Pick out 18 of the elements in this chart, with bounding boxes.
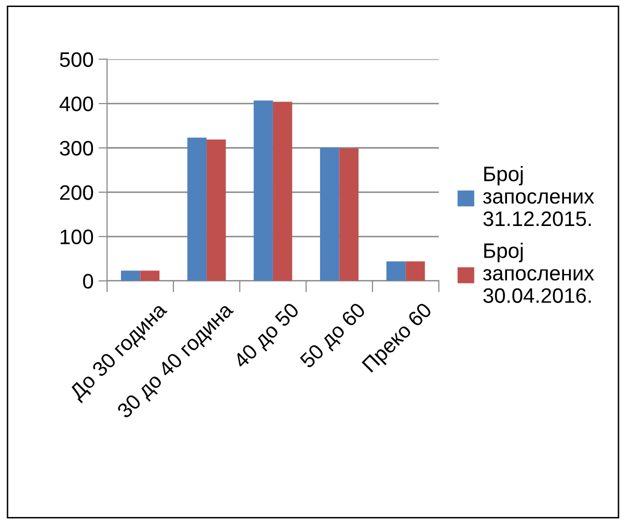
bar (254, 100, 273, 281)
bar (386, 261, 406, 281)
legend-label: Број запослених 30.04.2016. (483, 242, 594, 303)
legend-label: Број запослених 31.12.2015. (483, 166, 594, 226)
y-tick-label: 300 (60, 140, 94, 156)
bar (187, 138, 207, 281)
bar (339, 148, 359, 281)
y-tick-label: 0 (83, 274, 94, 289)
bar (320, 148, 340, 281)
y-tick-label: 200 (60, 185, 94, 200)
y-tick-label: 500 (60, 52, 94, 67)
bar (406, 261, 425, 281)
bar (140, 270, 160, 281)
y-tick-label: 400 (60, 96, 94, 112)
bar (120, 270, 140, 281)
y-tick-label: 100 (60, 230, 94, 244)
bar (206, 139, 226, 281)
bar (272, 102, 292, 281)
